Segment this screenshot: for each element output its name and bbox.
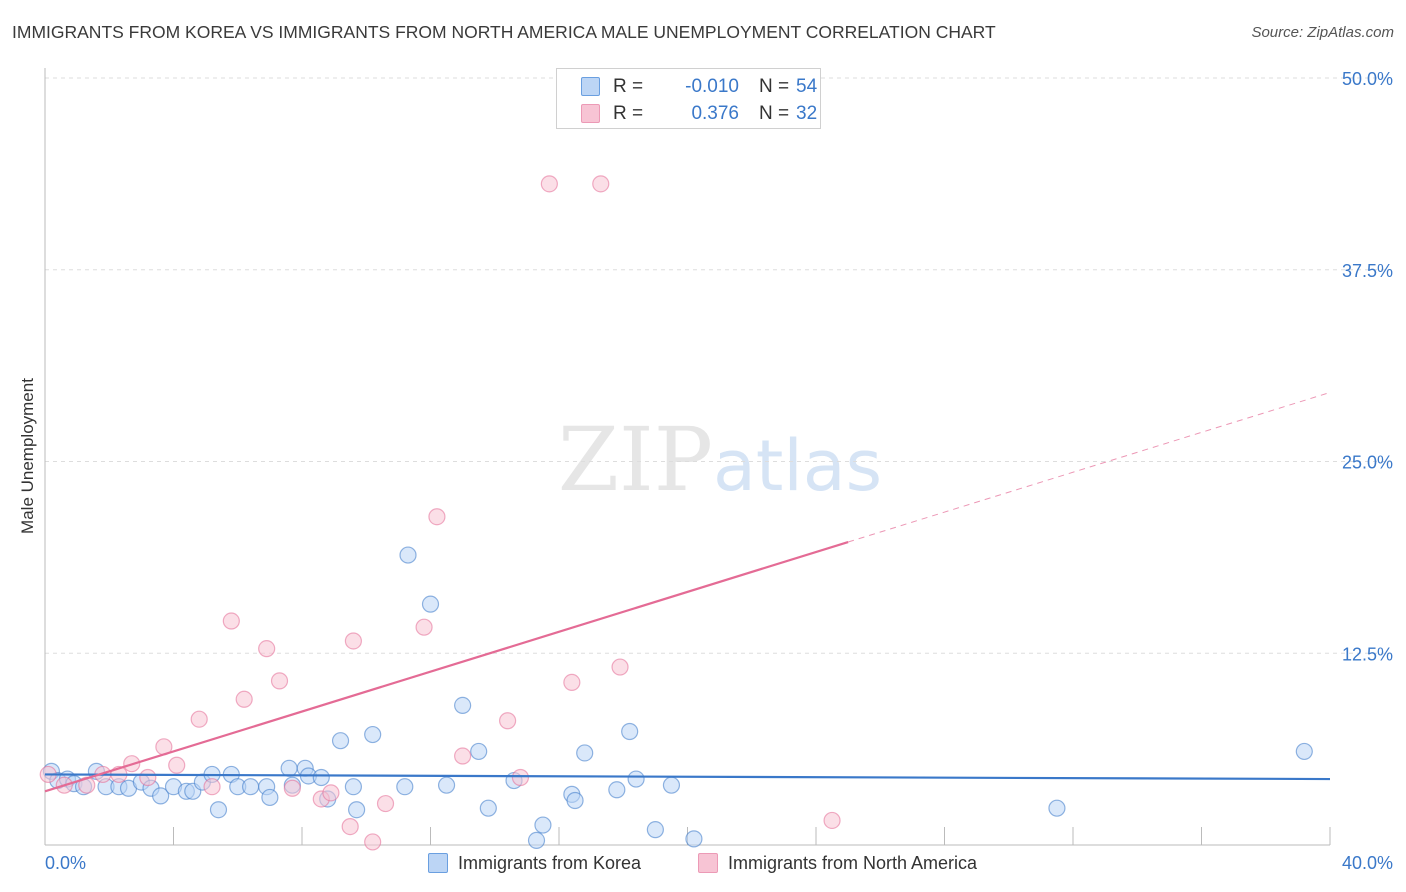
data-point: [470, 742, 488, 761]
trend-line-north-america: [44, 540, 849, 793]
data-point: [823, 811, 841, 830]
data-point: [566, 791, 584, 810]
data-point: [283, 779, 301, 797]
legend-n-value: 32: [796, 103, 818, 124]
data-point: [348, 801, 366, 819]
data-point: [344, 778, 362, 796]
legend-box: R = -0.010 N = 54 R = 0.376 N = 32: [556, 68, 821, 129]
data-point: [322, 784, 340, 802]
data-point: [331, 732, 350, 750]
data-point: [627, 770, 645, 788]
series-north-america-points: [39, 175, 841, 851]
data-point: [152, 787, 170, 805]
data-point: [662, 776, 681, 794]
y-tick-label: 37.5%: [1342, 261, 1393, 281]
bottom-legend-swatch-korea: [428, 853, 448, 873]
data-point: [646, 821, 664, 839]
legend-r-value: 0.376: [691, 103, 739, 124]
data-point: [608, 781, 626, 799]
legend-r-label: R =: [613, 76, 644, 97]
data-point: [399, 546, 417, 564]
data-point: [78, 776, 96, 794]
data-point: [685, 830, 703, 848]
data-point: [576, 744, 594, 762]
data-point: [527, 831, 546, 849]
data-point: [479, 799, 497, 817]
data-point: [190, 710, 208, 728]
data-point: [203, 778, 221, 796]
bottom-legend-swatch-north-america: [698, 853, 718, 873]
trend-line-north-america-projection: [847, 391, 1331, 543]
data-point: [511, 768, 530, 787]
data-point: [415, 618, 433, 636]
data-point: [396, 778, 414, 796]
y-tick-label: 25.0%: [1342, 453, 1393, 473]
watermark: ZIPatlas: [558, 408, 882, 511]
data-point: [1048, 799, 1066, 817]
bottom-legend-label-north-america: Immigrants from North America: [728, 853, 978, 873]
legend-swatch-north-america: [581, 104, 600, 123]
data-point: [280, 759, 298, 777]
source-label: Source: ZipAtlas.com: [1251, 24, 1394, 41]
data-point: [621, 722, 639, 741]
data-point: [209, 801, 228, 819]
data-point: [611, 658, 629, 676]
x-tick-label-max: 40.0%: [1342, 853, 1393, 873]
data-point: [312, 768, 330, 787]
y-tick-label: 12.5%: [1342, 644, 1393, 664]
data-point: [376, 794, 395, 813]
data-point: [341, 817, 359, 836]
y-tick-label: 50.0%: [1342, 69, 1393, 89]
watermark-atlas: atlas: [713, 425, 882, 507]
legend-n-label: N =: [759, 76, 790, 97]
data-point: [364, 833, 382, 851]
legend-r-label: R =: [613, 103, 644, 124]
data-point: [1295, 742, 1313, 761]
data-point: [534, 816, 552, 834]
data-point: [563, 673, 581, 691]
legend-r-value: -0.010: [685, 76, 739, 97]
data-point: [270, 672, 289, 690]
data-point: [261, 788, 279, 807]
data-point: [592, 175, 610, 193]
data-point: [235, 690, 253, 708]
data-point: [421, 595, 440, 613]
data-point: [344, 632, 362, 650]
legend-n-label: N =: [759, 103, 790, 124]
data-point: [499, 712, 517, 730]
data-point: [454, 696, 472, 715]
x-tick-label-min: 0.0%: [45, 853, 86, 873]
series-korea-points: [42, 546, 1313, 849]
legend-n-value: 54: [796, 76, 818, 97]
data-point: [222, 612, 240, 630]
data-point: [258, 640, 276, 658]
bottom-legend-label-korea: Immigrants from Korea: [458, 853, 642, 873]
data-point: [139, 768, 157, 787]
chart-title: IMMIGRANTS FROM KOREA VS IMMIGRANTS FROM…: [12, 22, 996, 42]
data-point: [168, 756, 186, 774]
legend-swatch-korea: [581, 77, 600, 96]
data-point: [437, 776, 456, 794]
data-point: [454, 747, 472, 765]
data-point: [364, 725, 382, 744]
data-point: [540, 175, 558, 193]
data-point: [242, 778, 260, 796]
watermark-zip: ZIP: [558, 408, 713, 511]
data-point: [428, 508, 446, 526]
trend-line-korea: [44, 773, 1331, 781]
